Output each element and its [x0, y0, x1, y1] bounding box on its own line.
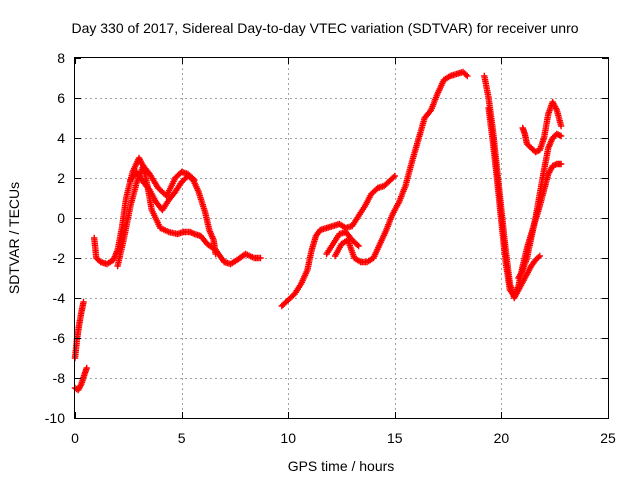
data-point — [557, 122, 565, 130]
y-tick-label: -4 — [53, 290, 66, 306]
x-axis-label: GPS time / hours — [288, 458, 395, 474]
y-tick-label: -6 — [53, 330, 66, 346]
chart-title: Day 330 of 2017, Sidereal Day-to-day VTE… — [71, 20, 578, 36]
x-tick-label: 10 — [280, 430, 296, 446]
data-series-7 — [323, 228, 362, 258]
data-point — [212, 250, 219, 258]
x-tick-label: 15 — [387, 430, 403, 446]
data-series-5 — [127, 168, 198, 214]
data-series-4 — [114, 162, 219, 270]
data-point — [83, 364, 90, 372]
data-series-3 — [91, 154, 264, 268]
data-point — [390, 174, 397, 181]
data-series-11 — [515, 130, 565, 282]
y-tick-label: 4 — [57, 130, 65, 146]
x-tick-label: 25 — [600, 430, 616, 446]
data-point — [354, 241, 361, 248]
data-point — [355, 242, 362, 250]
data-point — [557, 132, 565, 140]
x-tick-label: 0 — [71, 430, 79, 446]
data-point — [535, 254, 542, 261]
data-point — [191, 176, 198, 184]
data-point — [557, 160, 565, 168]
data-point — [462, 71, 470, 78]
x-tick-label: 20 — [494, 430, 510, 446]
data-point — [391, 172, 398, 180]
y-tick-label: 2 — [57, 170, 65, 186]
data-point — [257, 254, 264, 262]
axis-ticks: 0 5 10 15 20 25 -10 -8 -6 -4 -2 0 2 4 6 8 — [45, 50, 616, 446]
data-point — [80, 298, 87, 306]
y-axis-label: SDTVAR / TECUs — [6, 182, 22, 294]
x-tick-label: 5 — [178, 430, 186, 446]
y-tick-label: -2 — [53, 250, 66, 266]
plot-frame — [74, 57, 609, 419]
y-tick-label: -8 — [53, 370, 66, 386]
y-tick-label: 0 — [57, 210, 65, 226]
y-tick-label: -10 — [45, 410, 65, 426]
data-series-9 — [481, 72, 543, 302]
y-tick-label: 6 — [57, 90, 65, 106]
data-series-12 — [519, 98, 565, 156]
data-series-8 — [331, 68, 471, 266]
data-series-6 — [278, 172, 398, 310]
grid-lines — [75, 58, 608, 418]
data-series — [71, 68, 565, 394]
y-tick-label: 8 — [57, 50, 65, 66]
data-point — [536, 252, 543, 260]
data-point — [464, 72, 471, 80]
